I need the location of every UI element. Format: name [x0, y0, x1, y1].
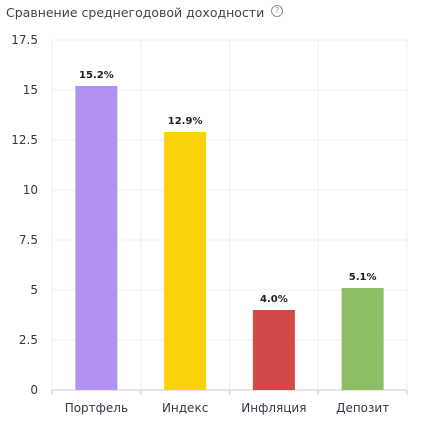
- bar: [164, 132, 207, 390]
- y-tick-label: 15: [23, 83, 38, 97]
- chart-title: Сравнение среднегодовой доходности: [6, 4, 265, 20]
- y-tick-label: 17.5: [11, 33, 38, 47]
- x-tick-label: Депозит: [336, 401, 389, 415]
- y-tick-label: 12.5: [11, 133, 38, 147]
- y-tick-label: 2.5: [19, 333, 38, 347]
- x-tick-label: Индекс: [162, 401, 208, 415]
- chart-header: Сравнение среднегодовой доходности ?: [6, 2, 284, 22]
- data-label: 15.2%: [79, 70, 114, 81]
- y-tick-label: 5: [30, 283, 38, 297]
- x-tick-label: Инфляция: [241, 401, 306, 415]
- bar: [75, 86, 118, 390]
- question-circle-icon[interactable]: ?: [271, 5, 284, 17]
- y-tick-label: 0: [30, 383, 38, 397]
- bar: [252, 310, 295, 390]
- data-label: 4.0%: [260, 294, 288, 305]
- x-tick-label: Портфель: [65, 401, 128, 415]
- y-tick-label: 7.5: [19, 233, 38, 247]
- y-tick-label: 10: [23, 183, 38, 197]
- data-label: 5.1%: [349, 272, 377, 283]
- data-label: 12.9%: [168, 116, 203, 127]
- bar: [341, 288, 384, 390]
